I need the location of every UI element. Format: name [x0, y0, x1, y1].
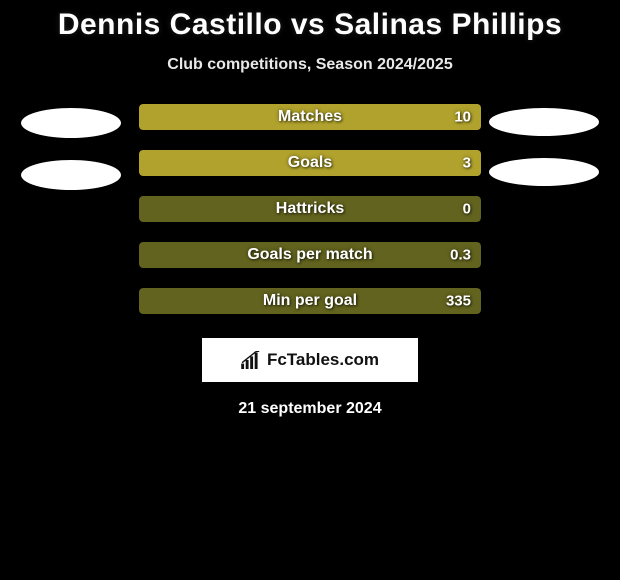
- page-title: Dennis Castillo vs Salinas Phillips: [0, 8, 620, 42]
- bar-label: Min per goal: [263, 292, 357, 310]
- player-avatar-placeholder: [21, 108, 121, 138]
- bar-label: Matches: [278, 108, 342, 126]
- right-player-column: [499, 104, 599, 186]
- bar-label: Hattricks: [276, 200, 344, 218]
- season-subtitle: Club competitions, Season 2024/2025: [0, 56, 620, 74]
- player-avatar-placeholder: [489, 108, 599, 136]
- stat-bar: Goals 3: [139, 150, 481, 176]
- bar-value: 0: [463, 201, 471, 218]
- brand-text: FcTables.com: [267, 350, 379, 370]
- bar-value: 0.3: [450, 247, 471, 264]
- bar-value: 335: [446, 293, 471, 310]
- bar-chart-icon: [241, 351, 263, 369]
- stat-bar: Matches 10: [139, 104, 481, 130]
- bar-value: 10: [454, 109, 471, 126]
- brand-box: FcTables.com: [202, 338, 418, 382]
- stat-bar: Hattricks 0: [139, 196, 481, 222]
- player-avatar-placeholder: [489, 158, 599, 186]
- bar-label: Goals per match: [247, 246, 372, 264]
- footer-date: 21 september 2024: [0, 400, 620, 418]
- bar-value: 3: [463, 155, 471, 172]
- left-player-column: [21, 104, 121, 190]
- stat-bar: Min per goal 335: [139, 288, 481, 314]
- bar-label: Goals: [288, 154, 332, 172]
- bars-container: Matches 10 Goals 3 Hattricks 0 Goals per match…: [139, 104, 481, 314]
- player-avatar-placeholder: [21, 160, 121, 190]
- stat-bar: Goals per match 0.3: [139, 242, 481, 268]
- comparison-chart: Matches 10 Goals 3 Hattricks 0 Goals per match…: [0, 104, 620, 314]
